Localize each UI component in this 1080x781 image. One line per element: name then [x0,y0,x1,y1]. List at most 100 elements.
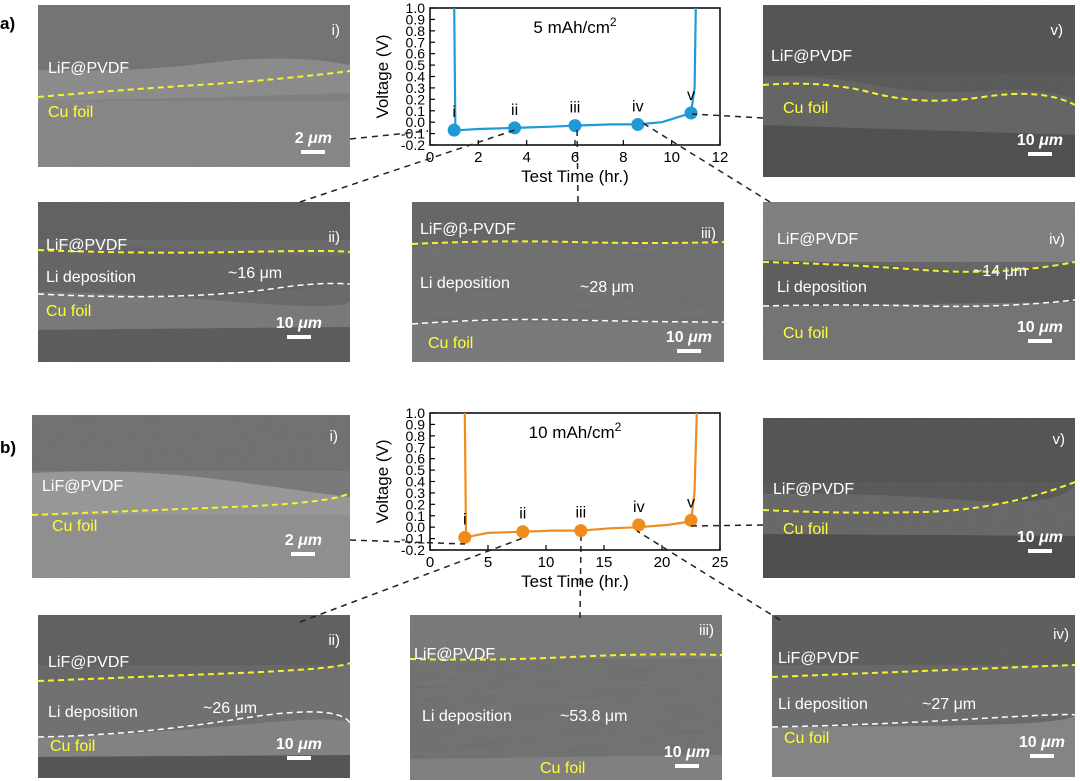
chart-b-point-label-iii: iii [575,505,586,522]
chart-a-point-i [447,123,461,137]
scale-bar: 10 μm [1017,133,1063,156]
chart-a-ytick-label: 0.9 [406,11,426,27]
sem-image-a-i: i) LiF@PVDF Cu foil 2 μm [38,5,350,167]
chart-b-ylabel: Voltage (V) [373,439,392,523]
layer-label-lif: LiF@PVDF [42,478,124,495]
layer-label-lif: LiF@PVDF [771,48,853,65]
sem-image-b-i: i) LiF@PVDF Cu foil 2 μm [32,415,350,578]
sem-image-b-v: v) LiF@PVDF Cu foil 10 μm [763,418,1075,578]
chart-b-xtick-label: 0 [426,554,434,571]
chart-b-ytick-label: 0.7 [406,439,426,455]
sem-image-a-iii: iii) LiF@β-PVDF Li deposition ~28 μm Cu … [412,202,724,362]
chart-b-ytick-label: 0.6 [406,451,426,467]
chart-a-xlabel: Test Time (hr.) [521,167,629,186]
sem-image-b-ii: ii) LiF@PVDF Li deposition ~26 μm Cu foi… [38,615,350,778]
scale-bar: 10 μm [276,737,322,760]
roman-label: i) [329,428,338,445]
chart-a-xtick-label: 8 [619,149,627,166]
chart-b-ytick-label: 0.1 [406,508,426,524]
chart-a-point-iv [631,117,645,131]
layer-label-cu: Cu foil [52,518,98,535]
chart-a-ytick-label: 0.4 [406,69,426,85]
layer-label-cu: Cu foil [540,760,586,777]
chart-a-point-label-iv: iv [632,98,644,115]
chart-a-point-label-iii: iii [570,100,581,117]
scale-bar: 10 μm [1017,530,1063,553]
chart-a-point-label-i: i [452,104,456,121]
chart-b-ytick-label: 0.3 [406,485,426,501]
chart-a-point-ii [508,121,522,135]
chart-b-title: 10 mAh/cm2 [529,420,622,442]
chart-b-xtick-label: 15 [596,554,613,571]
scale-bar: 10 μm [1017,320,1063,343]
chart-a-ytick-label: 0.6 [406,46,426,62]
roman-label: i) [331,22,340,39]
layer-label-lif: LiF@PVDF [46,237,128,254]
thickness-label: ~26 μm [203,700,258,717]
chart-a-ytick-label: 0.7 [406,34,426,50]
thickness-label: ~27 μm [922,696,977,713]
layer-label-cu: Cu foil [48,104,94,121]
chart-b: -0.2 -0.1 0.0 0.1 0.2 0.3 0.4 0.5 0.6 0.7 0.8 0.9 1.… [360,405,740,605]
chart-b-ytick-label: 0.5 [406,462,426,478]
chart-b-ytick-label: 0.2 [406,496,426,512]
chart-b-xtick-label: 10 [538,554,555,571]
chart-b-point-label-iv: iv [633,499,645,516]
chart-b-xtick-label: 20 [654,554,671,571]
chart-a-point-label-v: v [687,87,695,104]
chart-b-plot-frame [429,412,721,551]
chart-a-ytick-label: 0.3 [406,80,426,96]
chart-a-xtick-label: 4 [522,149,530,166]
layer-label-lif: LiF@β-PVDF [420,221,516,238]
chart-b-ytick-label: 0.0 [406,519,426,535]
roman-label: iv) [1049,231,1065,248]
chart-b-point-i [458,530,472,544]
roman-label: ii) [328,632,340,649]
chart-b-ytick-label: 1.0 [406,405,426,421]
panel-label-b: b) [0,438,17,457]
layer-label-cu: Cu foil [783,325,829,342]
chart-a-svg: -0.2-0.10.00.10.20.30.40.50.60.70.80.91.… [373,0,729,186]
chart-a: -0.2 -0.1 0.0 0.1 0.2 0.3 0.4 0.5 0.6 0.7 0.8 0.9 1.… [360,0,740,200]
scale-bar: 10 μm [1019,735,1065,758]
panel-label-a: a) [0,14,16,33]
chart-b-point-label-ii: ii [519,506,526,523]
layer-label-lif: LiF@PVDF [777,231,859,248]
layer-label-cu: Cu foil [784,730,830,747]
chart-b-point-label-i: i [463,511,467,528]
layer-label-li: Li deposition [46,269,136,286]
chart-a-xtick-label: 12 [712,149,729,166]
thickness-label: ~14 μm [973,263,1028,280]
chart-b-ytick-label: 0.8 [406,428,426,444]
sem-image-b-iv: iv) LiF@PVDF Li deposition ~27 μm Cu foi… [772,615,1075,777]
chart-b-ytick-label: 0.4 [406,474,426,490]
chart-a-ytick-label: 0.2 [406,91,426,107]
chart-b-ytick-label: 0.9 [406,416,426,432]
layer-label-lif: LiF@PVDF [48,60,130,77]
layer-label-cu: Cu foil [46,303,92,320]
layer-label-lif: LiF@PVDF [773,481,855,498]
chart-b-xtick-label: 25 [712,554,729,571]
roman-label: iii) [701,225,716,242]
layer-label-lif: LiF@PVDF [48,654,130,671]
layer-label-lif: LiF@PVDF [414,646,496,663]
layer-label-cu: Cu foil [50,738,96,755]
chart-a-xtick-label: 10 [663,149,680,166]
roman-label: iii) [699,622,714,639]
chart-a-ytick-label: 0.0 [406,114,426,130]
chart-b-point-label-v: v [687,494,695,511]
chart-b-point-iv [632,518,646,532]
chart-a-xtick-label: 0 [426,149,434,166]
chart-b-xlabel: Test Time (hr.) [521,572,629,591]
chart-a-point-v [684,106,698,120]
layer-label-cu: Cu foil [783,100,829,117]
chart-a-ytick-label: 0.5 [406,57,426,73]
layer-label-li: Li deposition [777,279,867,296]
layer-label-li: Li deposition [420,275,510,292]
chart-a-ytick-label: 0.1 [406,103,426,119]
sem-image-a-iv: iv) LiF@PVDF ~14 μm Li deposition Cu foi… [763,202,1075,360]
layer-label-li: Li deposition [422,708,512,725]
scale-bar: 2 μm [295,131,332,154]
chart-a-ylabel: Voltage (V) [373,34,392,118]
chart-a-ytick-label: 1.0 [406,0,426,16]
